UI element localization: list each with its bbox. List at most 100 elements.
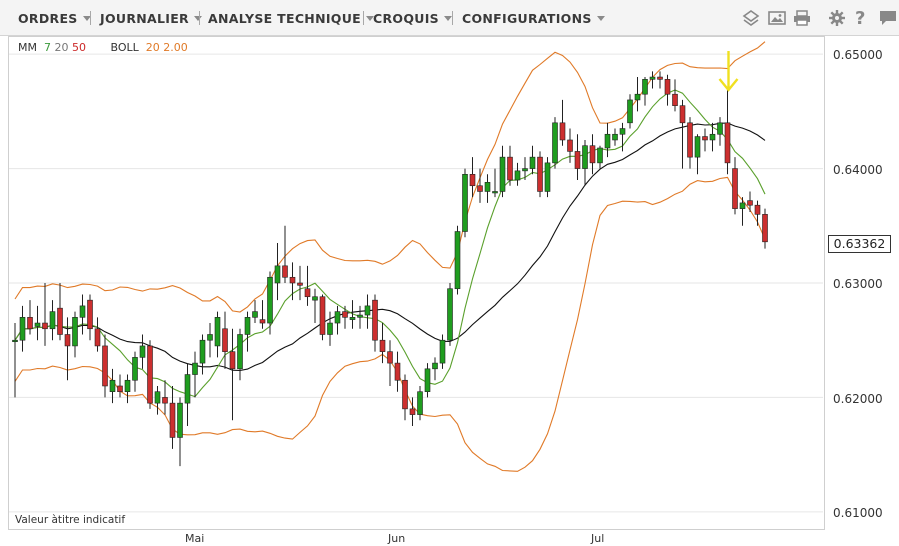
candle-body [297, 282, 303, 286]
chevron-down-icon [193, 16, 202, 21]
candle-body [462, 174, 468, 232]
candle-body [717, 122, 723, 135]
candle-body [147, 345, 153, 404]
candle-body [402, 379, 408, 410]
candle-body [747, 200, 753, 206]
candle-body [477, 185, 483, 192]
menu-label: JOURNALIER [100, 11, 189, 26]
indicative-value-note: Valeur àtitre indicatif [13, 514, 128, 526]
menu-separator [452, 11, 453, 25]
candle-body [537, 156, 543, 192]
candle-body [267, 276, 273, 324]
candle-body [184, 374, 191, 404]
candle-body [657, 76, 663, 80]
candle-body [394, 362, 401, 381]
candle-body [439, 339, 446, 364]
candle-body [424, 368, 431, 392]
print-icon[interactable] [793, 9, 811, 27]
candle-body [214, 317, 221, 347]
moving-average-7 [14, 89, 766, 398]
candle-body [597, 147, 603, 164]
candle-body [274, 265, 281, 284]
candle-body [379, 339, 386, 352]
x-tick-label: Jul [591, 532, 605, 545]
candle-body [102, 345, 108, 387]
legend-boll-period: 20 [145, 41, 160, 54]
candle-body [522, 168, 528, 172]
candle-body [334, 311, 341, 324]
menu-label: CROQUIS [373, 11, 439, 26]
candle-body [49, 311, 56, 330]
candle-body [612, 133, 618, 141]
legend-mm-mid: 20 [54, 41, 69, 54]
candle-body [162, 397, 168, 404]
image-icon[interactable] [768, 9, 786, 27]
candle-body [19, 317, 26, 341]
candle-body [499, 156, 506, 192]
candle-body [432, 362, 438, 370]
moving-average-20 [14, 122, 766, 372]
candle-body [87, 299, 93, 330]
menu-journalier[interactable]: JOURNALIER [100, 11, 202, 26]
candle-body [582, 145, 588, 169]
menu-separator [363, 11, 364, 25]
bollinger-lower-band [14, 176, 766, 472]
candle-body [634, 93, 641, 101]
layers-icon[interactable] [742, 9, 760, 29]
menu-label: ANALYSE TECHNIQUE [208, 11, 362, 26]
chevron-down-icon [82, 16, 91, 21]
candle-body [177, 402, 183, 438]
candle-body [687, 122, 693, 158]
chevron-down-icon [596, 16, 605, 21]
candle-body [42, 322, 48, 330]
x-tick-label: Mai [185, 532, 205, 545]
candle-body [559, 122, 566, 141]
menu-label: CONFIGURATIONS [462, 11, 592, 26]
candle-body [117, 385, 123, 392]
candle-body [544, 162, 551, 192]
candle-body [454, 231, 461, 290]
menu-separator [199, 11, 200, 25]
candle-body [79, 305, 86, 318]
menu-ordres[interactable]: ORDRES [18, 11, 91, 26]
candle-body [417, 391, 423, 415]
candle-body [387, 351, 393, 364]
candle-body [754, 204, 761, 215]
help-icon[interactable]: ? [855, 8, 866, 29]
candle-body [192, 362, 198, 375]
candle-body [619, 128, 626, 135]
legend-boll-dev: 2.00 [163, 41, 188, 54]
y-tick-label: 0.63000 [833, 277, 883, 291]
candle-body [642, 79, 648, 95]
y-tick-label: 0.62000 [833, 392, 883, 406]
menu-configurations[interactable]: CONFIGURATIONS [462, 11, 605, 26]
last-price-label: 0.63362 [828, 235, 891, 253]
candle-body [589, 145, 596, 164]
gear-icon[interactable] [828, 9, 846, 27]
candle-body [372, 299, 378, 341]
candle-body [207, 334, 213, 341]
candle-body [289, 276, 296, 284]
menu-croquis[interactable]: CROQUIS [373, 11, 452, 26]
candle-body [124, 379, 131, 392]
candle-body [94, 328, 101, 347]
indicator-legend: MM 7 20 50 BOLL 20 2.00 [18, 41, 188, 54]
candle-body [409, 408, 416, 415]
candle-body [709, 133, 716, 141]
candlestick-chart[interactable] [9, 37, 899, 543]
yellow-arrow-marker [718, 51, 739, 92]
menu-separator [90, 11, 91, 25]
legend-mm-slow: 50 [71, 41, 86, 54]
menu-analyse-technique[interactable]: ANALYSE TECHNIQUE [208, 11, 375, 26]
candle-body [304, 288, 311, 298]
candle-body [762, 214, 768, 243]
comment-icon[interactable] [878, 9, 898, 27]
candle-body [199, 339, 206, 364]
candle-body [342, 311, 348, 318]
candle-body [574, 151, 581, 169]
candle-body [109, 379, 116, 392]
candle-body [484, 182, 491, 192]
chevron-down-icon [443, 16, 452, 21]
y-tick-label: 0.64000 [833, 163, 883, 177]
candle-body [237, 334, 243, 370]
